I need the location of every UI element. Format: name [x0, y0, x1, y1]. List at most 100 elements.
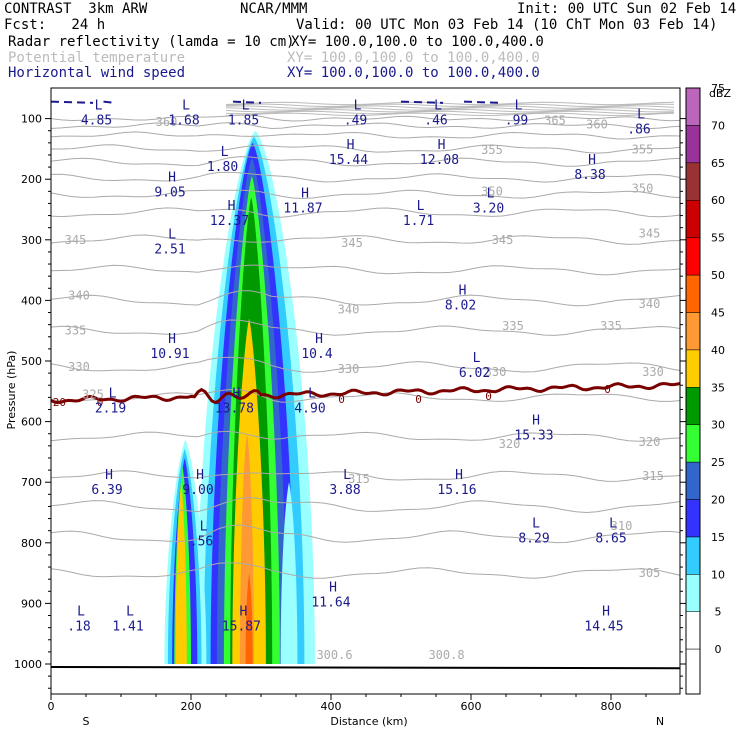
wind-extremum-value: 1.71: [403, 214, 434, 229]
theta-label: 315: [642, 469, 664, 483]
wind-extremum-kind: H: [228, 199, 236, 214]
wind-extremum-value: 1.85: [228, 114, 259, 129]
wind-contour-segment: [463, 100, 500, 104]
model-title: CONTRAST 3km ARW: [4, 1, 148, 17]
wind-extremum-value: .18: [67, 620, 90, 635]
wind-extremum-value: 2.19: [95, 401, 126, 416]
theta-label: 300.6: [316, 648, 352, 662]
wind-extremum-value: .56: [190, 535, 213, 550]
theta-label: 320: [499, 437, 521, 451]
colorbar-label: 45: [711, 306, 725, 319]
colorbar-label: 10: [711, 568, 725, 581]
wind-extremum-kind: L: [168, 228, 176, 243]
wind-extremum-value: 3.20: [473, 201, 504, 216]
theta-contour: [51, 470, 680, 482]
y-tick-label: 300: [21, 234, 42, 247]
wind-extremum-value: 12.08: [420, 153, 459, 168]
freezing-line-label: 20: [53, 396, 66, 409]
wind-extremum-kind: H: [239, 605, 247, 620]
wind-extremum-value: 13.78: [215, 401, 254, 416]
freezing-line-label: 0: [485, 390, 492, 403]
wind-extremum-kind: H: [168, 171, 176, 186]
surface-line: [50, 666, 681, 670]
theta-label: 340: [68, 289, 90, 303]
wind-extremum-kind: L: [417, 199, 425, 214]
theta-label: 350: [632, 181, 654, 195]
wind-extremum-kind: H: [602, 605, 610, 620]
wind-extremum-value: 8.65: [595, 532, 626, 547]
refl-right-5dbz: [280, 482, 298, 664]
colorbar-swatch: [685, 162, 701, 201]
theta-label: 340: [338, 302, 360, 316]
wind-extremum-value: 1.68: [168, 114, 199, 129]
wind-extremum-value: 8.38: [574, 168, 605, 183]
wind-extremum-kind: L: [182, 99, 190, 114]
colorbar-swatch: [685, 199, 701, 238]
y-tick-label: 200: [21, 173, 42, 186]
theta-label: 330: [485, 365, 507, 379]
wind-extremum-kind: L: [221, 145, 229, 160]
colorbar-swatch-bottom: [685, 648, 701, 695]
freezing-line-label: 0: [604, 383, 611, 396]
theta-contour: [51, 562, 680, 579]
y-tick-label: 1000: [14, 658, 42, 671]
theta-label: 345: [65, 233, 87, 247]
freezing-level-line: [51, 381, 680, 405]
wind-extremum-kind: H: [301, 186, 309, 201]
colorbar-swatch: [685, 274, 701, 313]
colorbar-unit: dBZ: [709, 87, 732, 100]
x-tick-label: 200: [181, 700, 202, 713]
colorbar-label: 50: [711, 269, 725, 282]
wind-extremum-kind: L: [109, 386, 117, 401]
wind-extremum-value: 9.05: [154, 186, 185, 201]
y-tick-label: 100: [21, 113, 42, 126]
y-tick-label: 500: [21, 355, 42, 368]
wind-extremum-value: 14.45: [584, 620, 623, 635]
theta-label: 330: [338, 362, 360, 376]
wind-extremum-kind: L: [200, 520, 208, 535]
theta-label: 365: [544, 113, 566, 127]
x-tick-label: 400: [321, 700, 342, 713]
colorbar-label: 60: [711, 194, 725, 207]
wind-contour-segment: [103, 100, 115, 104]
wind-extremum-kind: H: [315, 332, 323, 347]
wind-extremum-value: 1.80: [207, 160, 238, 175]
field2-name: Potential temperature: [8, 50, 186, 66]
wind-extremum-value: 15.33: [514, 429, 553, 444]
y-tick-label: 800: [21, 537, 42, 550]
wind-extremum-kind: H: [196, 468, 204, 483]
wind-extremum-value: 11.64: [311, 595, 350, 610]
colorbar-swatch: [685, 125, 701, 164]
wind-extremum-kind: L: [434, 99, 442, 114]
x-left-end-label: S: [83, 715, 90, 728]
colorbar-label: 70: [711, 119, 725, 132]
y-tick-label: 900: [21, 597, 42, 610]
colorbar-label: 40: [711, 344, 725, 357]
theta-label: 345: [492, 233, 514, 247]
colorbar-swatch: [685, 424, 701, 463]
theta-contour-upper: [225, 112, 675, 117]
theta-contour-upper: [225, 108, 675, 113]
theta-label: 330: [642, 365, 664, 379]
x-tick-label: 600: [461, 700, 482, 713]
theta-label: 345: [341, 236, 363, 250]
x-axis-label: Distance (km): [330, 715, 407, 728]
wind-extremum-value: 15.44: [329, 153, 368, 168]
wind-extremum-value: 10.4: [301, 347, 332, 362]
freezing-line-label: 0: [415, 393, 422, 406]
theta-contour: [51, 264, 680, 276]
wind-extremum-value: 10.91: [150, 347, 189, 362]
theta-label: 345: [639, 227, 661, 241]
wind-extremum-value: 12.37: [210, 214, 249, 229]
colorbar: 0 5 10 15 20 25 30 35 40 45 50 55 60 65 70 75: [685, 82, 725, 695]
wind-extremum-value: 4.85: [81, 114, 112, 129]
wind-extremum-value: 9.00: [182, 483, 213, 498]
wind-extremum-kind: H: [329, 580, 337, 595]
colorbar-frame: [685, 87, 701, 695]
wind-contour-segment: [400, 100, 444, 104]
theta-contour: [51, 131, 680, 140]
wind-contour-segment: [232, 100, 262, 104]
wind-extremum-kind: H: [347, 138, 355, 153]
